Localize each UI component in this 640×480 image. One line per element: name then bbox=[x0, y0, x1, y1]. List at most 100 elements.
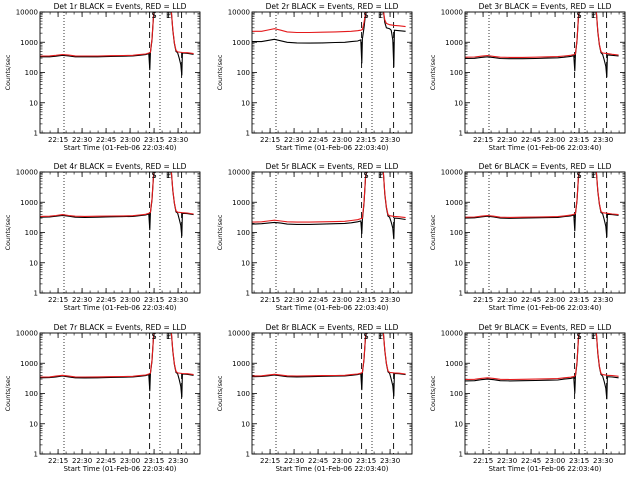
detector-panel-4: Det 4r BLACK = Events, RED = LLD Counts/s… bbox=[4, 162, 201, 312]
y-tick-label: 1000 bbox=[445, 199, 463, 207]
x-tick-label: 23:30 bbox=[168, 296, 188, 304]
x-axis-label: Start Time (01-Feb-06 22:03:40) bbox=[63, 304, 176, 312]
x-tick-label: 23:30 bbox=[168, 457, 188, 465]
x-tick-label: 22:30 bbox=[284, 136, 304, 144]
x-tick-label: 23:15 bbox=[356, 296, 376, 304]
panel-title: Det 3r BLACK = Events, RED = LLD bbox=[479, 2, 612, 11]
marker-label: S bbox=[152, 332, 157, 341]
y-tick-label: 10 bbox=[241, 99, 250, 107]
x-axis-label: Start Time (01-Feb-06 22:03:40) bbox=[275, 465, 388, 473]
detector-panel-2: Det 2r BLACK = Events, RED = LLD Counts/s… bbox=[216, 2, 413, 152]
panel-title: Det 5r BLACK = Events, RED = LLD bbox=[266, 162, 399, 171]
detector-panel-9: Det 9r BLACK = Events, RED = LLD Counts/s… bbox=[429, 323, 626, 473]
marker-label: E bbox=[591, 11, 596, 20]
y-tick-label: 1 bbox=[246, 130, 250, 138]
x-tick-label: 23:15 bbox=[569, 296, 589, 304]
y-tick-label: 1000 bbox=[445, 39, 463, 47]
y-tick-label: 1000 bbox=[232, 360, 250, 368]
y-tick-label: 10 bbox=[29, 420, 38, 428]
x-tick-label: 22:30 bbox=[72, 136, 92, 144]
x-tick-label: 23:00 bbox=[120, 296, 140, 304]
x-tick-label: 22:15 bbox=[48, 136, 68, 144]
plot-frame bbox=[39, 332, 201, 455]
detector-panel-7: Det 7r BLACK = Events, RED = LLD Counts/s… bbox=[4, 323, 201, 473]
series-group bbox=[252, 12, 406, 68]
marker-label: E bbox=[166, 332, 171, 341]
x-axis-label: Start Time (01-Feb-06 22:03:40) bbox=[63, 144, 176, 152]
x-tick-label: 23:15 bbox=[144, 296, 164, 304]
x-tick-label: 23:00 bbox=[545, 136, 565, 144]
marker-label: S bbox=[152, 171, 157, 180]
panel-title: Det 2r BLACK = Events, RED = LLD bbox=[266, 2, 399, 11]
x-tick-label: 22:15 bbox=[473, 296, 493, 304]
lld-series-line bbox=[40, 172, 194, 217]
y-tick-label: 1000 bbox=[232, 199, 250, 207]
events-series-line bbox=[252, 12, 406, 68]
plot-frame bbox=[251, 11, 413, 134]
x-tick-label: 23:15 bbox=[144, 136, 164, 144]
lld-series-line bbox=[40, 12, 194, 57]
x-tick-label: 22:15 bbox=[260, 136, 280, 144]
x-tick-label: 23:00 bbox=[545, 457, 565, 465]
y-tick-label: 10000 bbox=[441, 169, 463, 177]
y-tick-label: 100 bbox=[25, 69, 38, 77]
y-axis-label: Counts/sec bbox=[429, 214, 437, 250]
y-tick-label: 10 bbox=[454, 259, 463, 267]
y-tick-label: 10000 bbox=[228, 169, 250, 177]
marker-label: S bbox=[364, 171, 369, 180]
y-tick-label: 10 bbox=[454, 420, 463, 428]
x-axis-label: Start Time (01-Feb-06 22:03:40) bbox=[488, 304, 601, 312]
events-series-line bbox=[40, 333, 194, 398]
marker-label: S bbox=[577, 332, 582, 341]
x-tick-label: 23:30 bbox=[380, 457, 400, 465]
plot-frame bbox=[39, 11, 201, 134]
x-tick-label: 22:30 bbox=[284, 457, 304, 465]
marker-label: S bbox=[577, 11, 582, 20]
y-tick-label: 10000 bbox=[16, 169, 38, 177]
x-axis-label: Start Time (01-Feb-06 22:03:40) bbox=[63, 465, 176, 473]
y-axis-label: Counts/sec bbox=[4, 54, 12, 90]
y-tick-label: 1000 bbox=[232, 39, 250, 47]
x-tick-label: 23:30 bbox=[380, 296, 400, 304]
y-tick-label: 10000 bbox=[441, 330, 463, 338]
x-tick-label: 22:45 bbox=[96, 296, 116, 304]
x-tick-label: 23:30 bbox=[593, 457, 613, 465]
x-tick-label: 23:30 bbox=[380, 136, 400, 144]
x-tick-label: 23:00 bbox=[332, 457, 352, 465]
plot-frame bbox=[464, 332, 626, 455]
panel-title: Det 7r BLACK = Events, RED = LLD bbox=[54, 323, 187, 332]
x-tick-label: 22:15 bbox=[48, 296, 68, 304]
series-group bbox=[465, 172, 619, 238]
y-tick-label: 100 bbox=[450, 229, 463, 237]
y-axis-label: Counts/sec bbox=[216, 375, 224, 411]
lld-series-line bbox=[252, 12, 406, 34]
series-group bbox=[252, 333, 406, 397]
detector-panel-1: Det 1r BLACK = Events, RED = LLD Counts/s… bbox=[4, 2, 201, 152]
x-tick-label: 22:45 bbox=[308, 136, 328, 144]
marker-label: S bbox=[364, 11, 369, 20]
x-tick-label: 23:30 bbox=[593, 296, 613, 304]
series-group bbox=[252, 172, 406, 240]
events-series-line bbox=[465, 172, 619, 238]
x-tick-label: 22:15 bbox=[260, 296, 280, 304]
lld-series-line bbox=[465, 12, 619, 58]
panel-title: Det 4r BLACK = Events, RED = LLD bbox=[54, 162, 187, 171]
y-axis-label: Counts/sec bbox=[4, 375, 12, 411]
series-group bbox=[465, 12, 619, 78]
lld-series-line bbox=[465, 172, 619, 218]
panel-title: Det 6r BLACK = Events, RED = LLD bbox=[479, 162, 612, 171]
x-tick-label: 23:00 bbox=[332, 296, 352, 304]
marker-label: E bbox=[378, 171, 383, 180]
detector-panel-8: Det 8r BLACK = Events, RED = LLD Counts/s… bbox=[216, 323, 413, 473]
x-tick-label: 23:00 bbox=[545, 296, 565, 304]
x-tick-label: 22:30 bbox=[72, 296, 92, 304]
lld-series-line bbox=[252, 333, 406, 377]
x-tick-label: 22:30 bbox=[497, 136, 517, 144]
y-tick-label: 1 bbox=[246, 451, 250, 459]
x-tick-label: 22:30 bbox=[284, 296, 304, 304]
panel-title: Det 8r BLACK = Events, RED = LLD bbox=[266, 323, 399, 332]
events-series-line bbox=[252, 172, 406, 240]
detector-panel-3: Det 3r BLACK = Events, RED = LLD Counts/s… bbox=[429, 2, 626, 152]
marker-label: E bbox=[166, 171, 171, 180]
